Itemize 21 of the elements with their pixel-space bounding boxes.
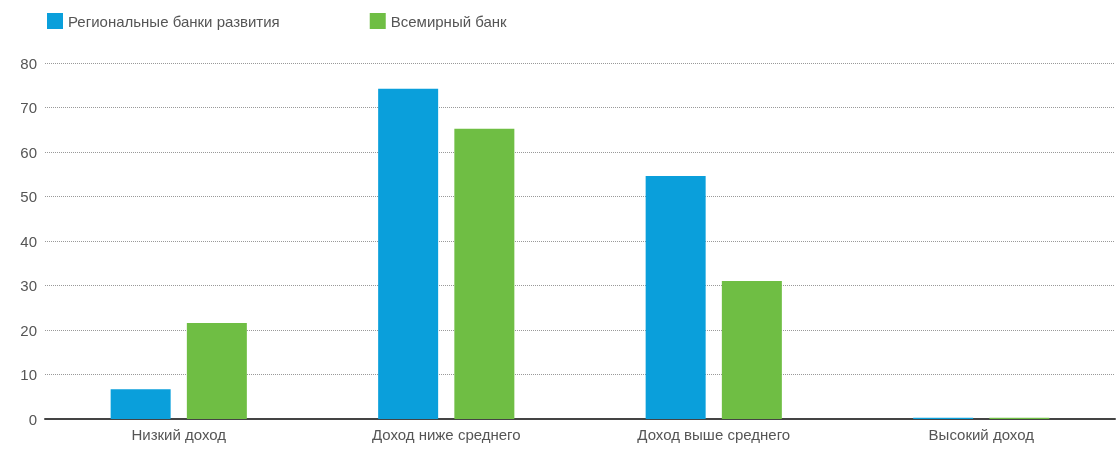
y-tick-label: 50 (20, 188, 37, 205)
y-tick-label: 30 (20, 277, 37, 294)
bar (110, 389, 171, 419)
y-tick-label: 0 (28, 410, 37, 428)
y-tick-label: 60 (20, 143, 37, 161)
y-tick-label: 40 (20, 232, 37, 250)
x-tick-label: Доход ниже среднего (371, 426, 521, 443)
bar (186, 322, 247, 419)
y-tick-label: 80 (20, 54, 37, 72)
x-tick-label: Высокий доход (928, 426, 1035, 443)
x-tick-label: Низкий доход (131, 426, 227, 443)
y-tick-label: 10 (20, 366, 37, 383)
x-tick-label: Доход выше среднего (637, 426, 791, 443)
bar (721, 281, 782, 419)
bar (645, 176, 706, 419)
bar (454, 128, 515, 419)
bar (378, 88, 439, 419)
legend-label: Всемирный банк (390, 12, 508, 30)
y-tick-label: 70 (20, 99, 37, 116)
y-tick-label: 20 (20, 321, 37, 339)
legend-label: Региональные банки развития (68, 12, 280, 30)
